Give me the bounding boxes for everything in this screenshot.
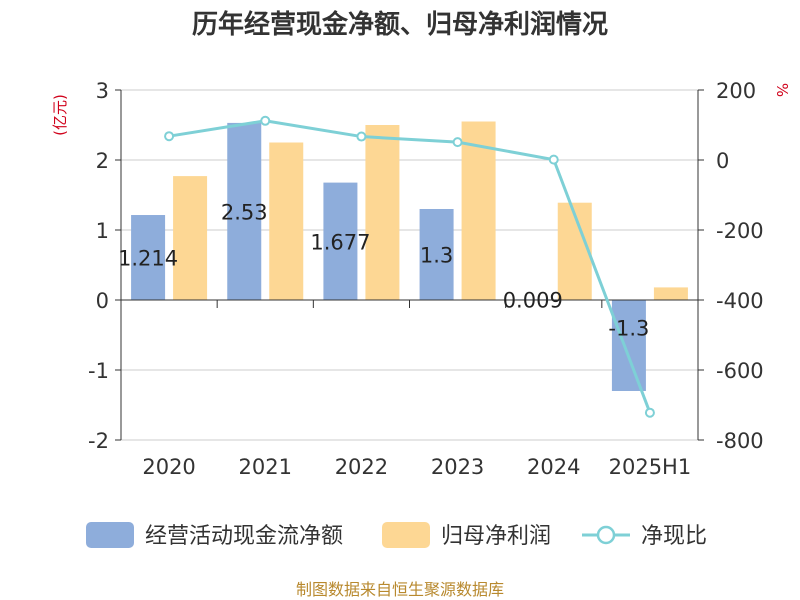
cashflow-bar (323, 182, 358, 300)
x-axis-tick-label: 2023 (431, 455, 484, 479)
right-axis-unit: % (773, 83, 791, 97)
ratio-point (548, 154, 559, 165)
right-axis-tick-label: -600 (716, 359, 764, 383)
ratio-point (164, 131, 175, 142)
profit-bar (365, 125, 400, 300)
x-axis-tick-label: 2021 (239, 455, 292, 479)
x-axis-tick-label: 2025H1 (609, 455, 692, 479)
data-source: 制图数据来自恒生聚源数据库 (296, 580, 504, 599)
right-axis-tick-label: -200 (716, 219, 764, 243)
left-axis-tick-label: -2 (88, 429, 109, 453)
data-labels: 1.214 2.53 1.677 1.3 0.009 -1.3 (118, 200, 649, 340)
left-axis-tick-label: 1 (96, 219, 109, 243)
legend: 经营活动现金流净额 归母净利润 净现比 (86, 522, 707, 549)
x-axis-tick-label: 2024 (527, 455, 580, 479)
right-axis-tick-label: -800 (716, 429, 764, 453)
legend-swatch-ratio-marker (596, 525, 616, 545)
legend-swatch-profit (382, 522, 430, 548)
left-axis-tick-label: -1 (88, 359, 109, 383)
ratio-point (260, 115, 271, 126)
right-axis-tick-label: 0 (716, 149, 729, 173)
ratio-line (168, 119, 652, 414)
cashflow-data-label: 0.009 (503, 289, 563, 313)
x-axis-tick-label: 2020 (142, 455, 195, 479)
legend-label-profit: 归母净利润 (441, 524, 551, 549)
profit-bar (269, 142, 304, 300)
cashflow-data-label: 2.53 (221, 200, 268, 224)
cashflow-data-label: 1.3 (420, 244, 453, 268)
left-axis-tick-label: 0 (96, 289, 109, 313)
legend-label-cashflow: 经营活动现金流净额 (145, 524, 343, 549)
ratio-point (452, 137, 463, 148)
cashflow-bar (227, 122, 262, 301)
x-axis-tick-label: 2022 (335, 455, 388, 479)
bars (131, 121, 688, 391)
ratio-point (356, 131, 367, 142)
right-axis-tick-label: 200 (716, 79, 756, 103)
profit-bar (461, 121, 496, 300)
chart-title: 历年经营现金净额、归母净利润情况 (192, 9, 608, 40)
cashflow-data-label: 1.214 (118, 247, 178, 271)
axes: 3 2 1 0 -1 -2 200 0 -200 -400 -600 -800 2020 2021 2022… (88, 79, 764, 479)
profit-bar (653, 287, 688, 300)
left-axis-tick-label: 3 (96, 79, 109, 103)
ratio-point (644, 407, 655, 418)
cashflow-bar (131, 215, 166, 300)
left-axis-unit: (亿元) (51, 94, 69, 136)
grid-lines (121, 89, 698, 441)
cashflow-bar (611, 300, 646, 391)
right-axis-tick-label: -400 (716, 289, 764, 313)
legend-label-ratio: 净现比 (641, 524, 707, 549)
profit-bar (173, 176, 208, 300)
cashflow-data-label: 1.677 (310, 230, 370, 254)
left-axis-tick-label: 2 (96, 149, 109, 173)
ratio-line-group (164, 115, 655, 418)
cashflow-data-label: -1.3 (608, 317, 649, 341)
legend-swatch-cashflow (86, 522, 134, 548)
cashflow-bar (419, 209, 454, 300)
